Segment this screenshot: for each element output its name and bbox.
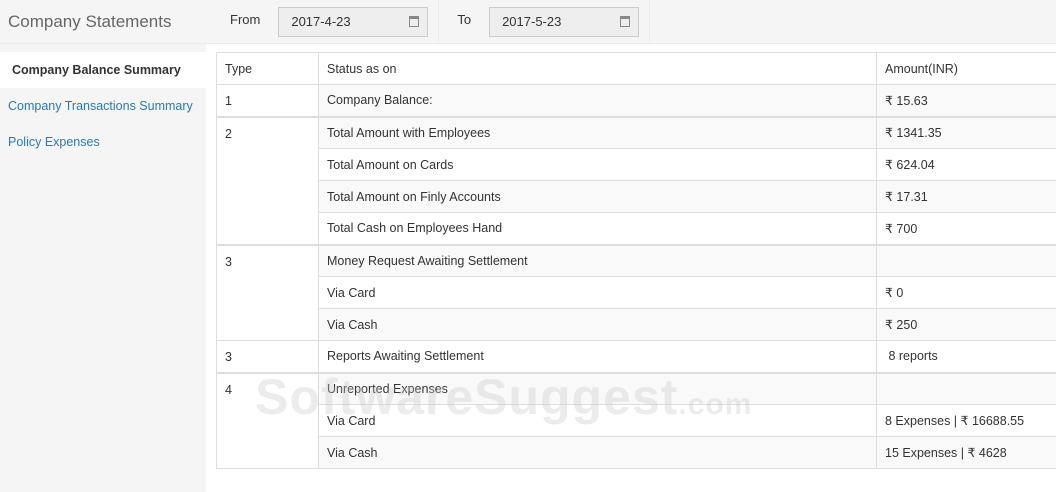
to-label: To	[457, 12, 472, 27]
sidebar: Company Balance Summary Company Transact…	[0, 52, 206, 160]
main-content: Type Status as on Amount(INR) 1 Company …	[206, 44, 1056, 492]
sidebar-item-company-balance-summary[interactable]: Company Balance Summary	[0, 52, 206, 88]
status-cell: Via Cash	[318, 436, 877, 469]
table-row: Total Amount on Cards ₹ 624.04	[217, 148, 1056, 181]
to-date-value: 2017-5-23	[502, 14, 562, 29]
amount-cell: 8 Expenses | ₹ 16688.55	[876, 404, 1056, 437]
table-row: 3 Reports Awaiting Settlement 8 reports	[216, 340, 1056, 373]
from-date-input[interactable]: 2017-4-23	[278, 6, 429, 37]
status-cell: Company Balance:	[318, 84, 877, 117]
table-row: 4 Unreported Expenses	[216, 371, 1056, 469]
header: Company Statements From 2017-4-23 To 201…	[0, 0, 1056, 44]
calendar-icon[interactable]	[409, 16, 420, 27]
to-date-input[interactable]: 2017-5-23	[489, 6, 640, 37]
table-row: Total Cash on Employees Hand ₹ 700	[217, 212, 1056, 245]
from-date-value: 2017-4-23	[291, 14, 351, 29]
table-row: 2 Total Amount with Employees ₹ 1341.35	[216, 115, 1056, 245]
header-amount: Amount(INR)	[876, 52, 1056, 85]
status-cell: Via Card	[318, 404, 877, 437]
amount-cell: ₹ 700	[876, 212, 1056, 245]
table-header: Type Status as on Amount(INR)	[216, 52, 1056, 85]
status-cell: Money Request Awaiting Settlement	[318, 243, 877, 277]
table-row: Via Cash ₹ 250	[217, 308, 1056, 341]
from-label: From	[230, 12, 261, 27]
amount-cell: ₹ 0	[876, 276, 1056, 309]
sidebar-item-company-transactions-summary[interactable]: Company Transactions Summary	[8, 99, 193, 113]
header-type: Type	[216, 52, 319, 85]
type-cell: 4	[216, 371, 319, 469]
table-row: Via Cash 15 Expenses | ₹ 4628	[217, 436, 1056, 469]
sidebar-item-policy-expenses[interactable]: Policy Expenses	[8, 135, 100, 149]
amount-cell: ₹ 1341.35	[876, 115, 1056, 149]
amount-cell: ₹ 624.04	[876, 148, 1056, 181]
status-cell: Total Amount on Finly Accounts	[318, 180, 877, 213]
watermark-text: SoftwareSuggest	[255, 369, 679, 425]
calendar-icon[interactable]	[620, 16, 631, 27]
status-cell: Total Cash on Employees Hand	[318, 212, 877, 245]
status-cell: Via Cash	[318, 308, 877, 341]
amount-cell: 8 reports	[876, 340, 1056, 373]
header-status: Status as on	[318, 52, 877, 85]
status-cell: Total Amount with Employees	[318, 115, 877, 149]
table-row: Via Card 8 Expenses | ₹ 16688.55	[217, 404, 1056, 437]
amount-cell	[876, 243, 1056, 277]
status-cell: Total Amount on Cards	[318, 148, 877, 181]
type-cell: 1	[216, 84, 319, 117]
table-row: Via Card ₹ 0	[217, 276, 1056, 309]
amount-cell: ₹ 17.31	[876, 180, 1056, 213]
watermark: SoftwareSuggest.com	[255, 368, 752, 426]
table-row: 1 Company Balance: ₹ 15.63	[216, 84, 1056, 117]
type-cell: 3	[216, 243, 319, 341]
from-date-group: From 2017-4-23	[206, 0, 440, 44]
amount-cell	[876, 371, 1056, 405]
amount-cell: 15 Expenses | ₹ 4628	[876, 436, 1056, 469]
amount-cell: ₹ 15.63	[876, 84, 1056, 117]
page-title: Company Statements	[8, 11, 172, 31]
amount-cell: ₹ 250	[876, 308, 1056, 341]
status-cell: Via Card	[318, 276, 877, 309]
table-row: Total Amount on Finly Accounts ₹ 17.31	[217, 180, 1056, 213]
balance-table: Type Status as on Amount(INR) 1 Company …	[216, 52, 1056, 469]
type-cell: 2	[216, 115, 319, 245]
type-cell: 3	[216, 340, 319, 373]
watermark-suffix: .com	[678, 388, 753, 421]
status-cell: Reports Awaiting Settlement	[318, 340, 877, 373]
table-row: 3 Money Request Awaiting Settlement	[216, 243, 1056, 341]
to-date-group: To 2017-5-23	[439, 0, 651, 44]
